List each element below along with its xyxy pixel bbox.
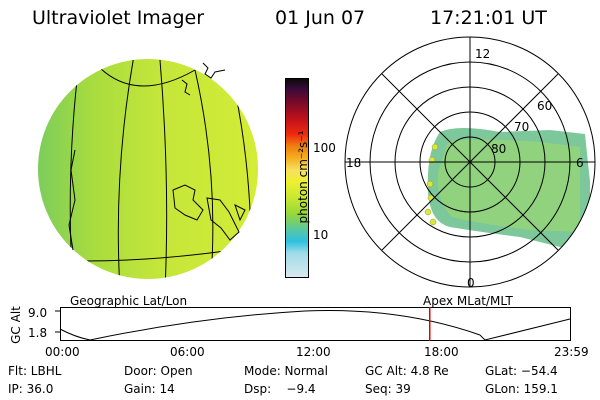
seq-info: Seq: 39 <box>365 382 411 396</box>
geographic-caption: Geographic Lat/Lon <box>70 294 188 308</box>
filter-info: Flt: LBHL <box>8 364 62 378</box>
mlt-label-18: 18 <box>346 156 362 170</box>
colorbar <box>285 78 309 278</box>
geographic-image-panel <box>38 59 258 279</box>
colorbar-unit-label: photon cm⁻²s⁻¹ <box>296 130 310 224</box>
longitude-line <box>159 59 168 279</box>
date-label: 01 Jun 07 <box>275 7 366 29</box>
time-tick-1200: 12:00 <box>296 345 331 359</box>
colorbar-tick-10: 10 <box>313 228 329 242</box>
altitude-curve <box>59 310 571 341</box>
colorbar-tick-100: 100 <box>313 141 336 155</box>
dsp-info: Dsp: −9.4 <box>244 382 316 396</box>
polar-grid-panel <box>344 36 596 288</box>
mlt-label-12: 12 <box>475 47 491 61</box>
time-tick-0600: 06:00 <box>170 345 205 359</box>
alt-tick-9: 9.0 <box>28 306 48 320</box>
gain-info: Gain: 14 <box>124 382 175 396</box>
door-info: Door: Open <box>124 364 193 378</box>
mlt-line-diag <box>381 73 559 251</box>
ip-info: IP: 36.0 <box>8 382 54 396</box>
time-label: 17:21:01 UT <box>430 7 547 29</box>
edge-pixels <box>424 143 439 226</box>
lat-label-70: 70 <box>514 120 530 134</box>
plot-frame <box>60 307 571 341</box>
lat-label-80: 80 <box>491 142 507 156</box>
mlt-label-0: 0 <box>467 276 475 290</box>
time-tick-2359: 23:59 <box>554 345 589 359</box>
glon-info: GLon: 159.1 <box>485 382 558 396</box>
instrument-title: Ultraviolet Imager <box>32 7 205 29</box>
time-tick-0000: 00:00 <box>45 345 80 359</box>
geo-disk <box>38 59 258 279</box>
mlt-label-6: 6 <box>576 156 584 170</box>
coastline-outlines <box>68 62 246 251</box>
altitude-plot <box>55 307 571 341</box>
glat-info: GLat: −54.4 <box>485 364 558 378</box>
alt-axis-label: GC Alt <box>9 306 23 344</box>
mode-info: Mode: Normal <box>244 364 328 378</box>
lat-label-60: 60 <box>537 99 553 113</box>
alt-tick-1.8: 1.8 <box>28 326 48 340</box>
gc-alt-info: GC Alt: 4.8 Re <box>365 364 449 378</box>
time-tick-1800: 18:00 <box>424 345 459 359</box>
polar-caption: Apex MLat/MLT <box>423 294 513 308</box>
